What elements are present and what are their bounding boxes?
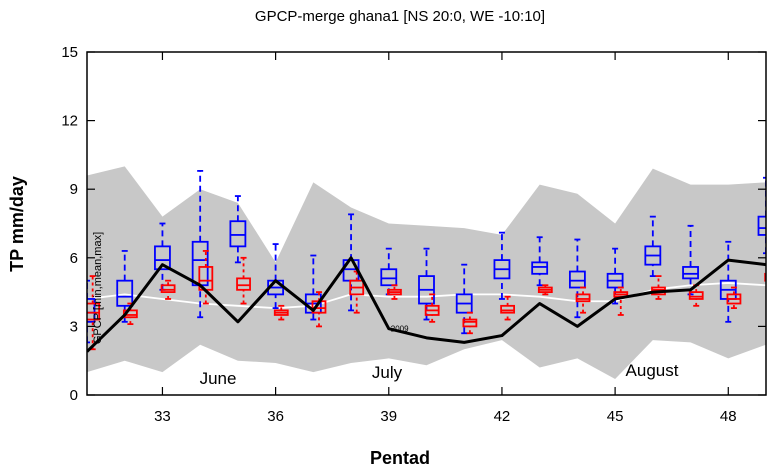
box	[116, 279, 134, 307]
overlay: June July August 2009 GPCP [min,mean,max]	[87, 51, 766, 396]
year-line	[87, 256, 766, 353]
inner-label: GPCP [min,mean,max]	[92, 232, 104, 344]
box	[229, 220, 247, 248]
x-tick-label: 36	[267, 408, 284, 425]
y-tick-label: 15	[61, 44, 78, 61]
y-tick-label: 0	[70, 387, 78, 404]
box	[500, 304, 516, 314]
plot-frame	[86, 51, 767, 396]
y-tick-label: 6	[70, 250, 78, 267]
box	[380, 268, 398, 287]
box	[160, 284, 176, 293]
y-axis-label: TP mm/day	[7, 176, 27, 272]
box	[87, 298, 96, 323]
box	[531, 261, 549, 275]
box	[757, 215, 766, 236]
chart-title: GPCP-merge ghana1 [NS 20:0, WE -10:10]	[255, 8, 545, 25]
x-tick-label: 48	[720, 408, 737, 425]
box	[568, 270, 586, 289]
x-tick-label: 45	[607, 408, 624, 425]
year-label: 2009	[391, 325, 409, 334]
month-label: July	[372, 363, 403, 382]
month-label: June	[200, 369, 237, 388]
x-tick-label: 42	[494, 408, 511, 425]
box	[462, 318, 478, 328]
box	[575, 293, 591, 303]
box	[688, 291, 704, 300]
x-axis-label: Pentad	[370, 448, 430, 468]
y-tick-label: 9	[70, 181, 78, 198]
x-tick-label: 39	[380, 408, 397, 425]
x-tick-label: 33	[154, 408, 171, 425]
box	[682, 266, 699, 280]
box	[154, 245, 171, 271]
y-tick-label: 12	[61, 113, 78, 130]
y-tick-label: 3	[70, 318, 78, 335]
box	[764, 272, 766, 282]
box	[236, 277, 251, 291]
box	[87, 302, 101, 321]
month-label: August	[626, 361, 679, 380]
plot-area	[87, 166, 766, 379]
